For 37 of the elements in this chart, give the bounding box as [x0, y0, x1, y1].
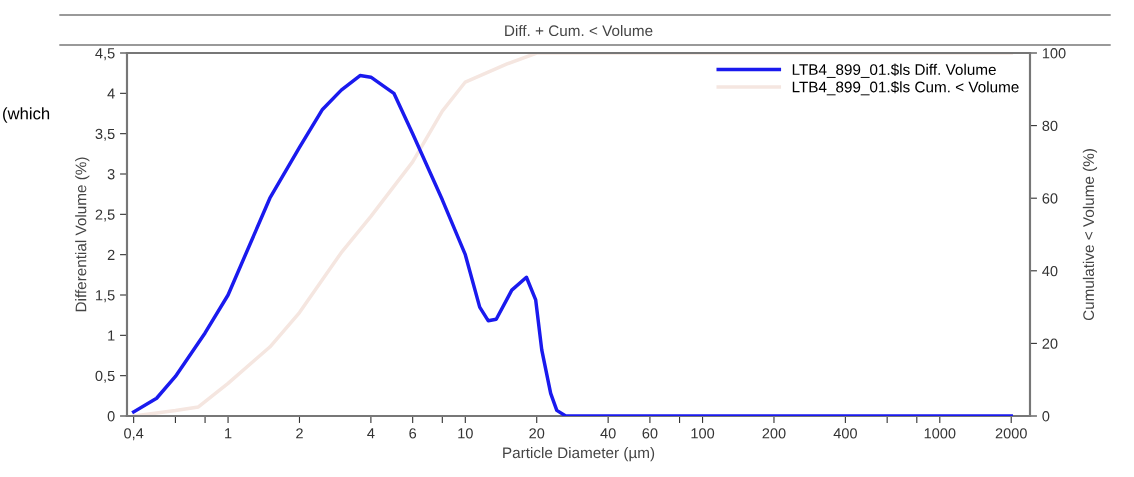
y2-axis-title: Cumulative < Volume (%)	[1082, 149, 1098, 321]
x-tick-label: 10	[458, 428, 473, 439]
y-tick-label: 0,5	[95, 370, 115, 383]
y-tick-label: 2,5	[95, 209, 115, 222]
y-tick-label: 1	[108, 330, 115, 341]
y2-tick-label: 0	[1042, 411, 1050, 422]
x-tick-label: 100	[691, 428, 715, 439]
x-tick-label: 200	[762, 428, 786, 439]
x-axis-title: Particle Diameter (µm)	[503, 446, 655, 462]
y-tick-label: 1,5	[96, 290, 115, 303]
y-tick-label: 4,5	[95, 48, 115, 61]
x-tick-label: 0,4	[124, 428, 144, 441]
y-tick-label: 3	[107, 169, 115, 180]
y2-tick-label: 20	[1042, 338, 1058, 349]
y2-tick-label: 80	[1042, 120, 1058, 132]
y-axis-title: Differential Volume (%)	[75, 157, 90, 312]
text: (which	[3, 107, 50, 123]
y-tick-label: 2	[107, 249, 115, 260]
x-tick-label: 1000	[924, 428, 956, 439]
y-tick-label: 3,5	[95, 128, 115, 141]
y-tick-label: 4	[107, 88, 115, 99]
x-tick-label: 40	[600, 428, 616, 439]
y2-tick-label: 60	[1042, 193, 1058, 204]
x-tick-label: 6	[409, 428, 417, 439]
legend-label: LTB4_899_01.$ls Cum. < Volume	[792, 80, 1019, 96]
chart-title: Diff. + Cum. < Volume	[505, 24, 653, 37]
x-tick-label: 2000	[995, 428, 1027, 439]
y2-tick-label: 40	[1042, 265, 1058, 277]
legend-label: LTB4_899_01.$ls Diff. Volume	[792, 63, 996, 78]
y2-tick-label: 100	[1042, 48, 1066, 59]
y-tick-label: 0	[107, 411, 115, 422]
x-tick-label: 60	[642, 428, 658, 439]
x-tick-label: 1	[225, 428, 232, 439]
x-tick-label: 2	[296, 428, 303, 439]
x-tick-label: 20	[529, 428, 545, 439]
x-tick-label: 400	[833, 428, 857, 439]
x-tick-label: 4	[367, 428, 375, 439]
